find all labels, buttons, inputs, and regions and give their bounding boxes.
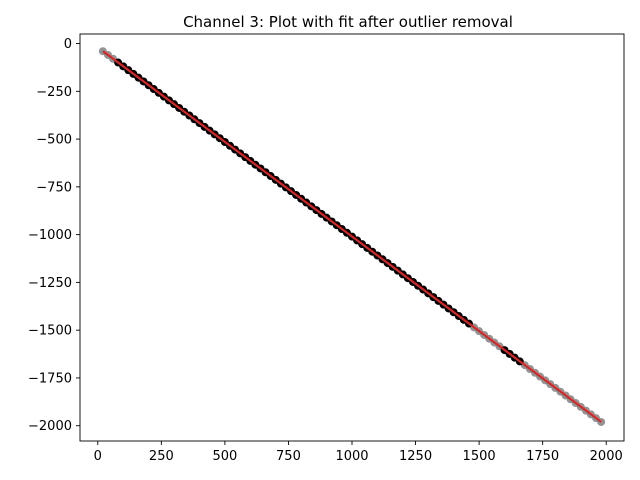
x-tick-label: 500 (212, 449, 237, 464)
x-tick-label: 1000 (335, 449, 368, 464)
x-tick-label: 2000 (590, 449, 623, 464)
y-tick-label: −1750 (28, 371, 72, 386)
y-tick-label: −1500 (28, 324, 72, 339)
y-tick-label: −500 (36, 133, 72, 148)
fit-line (102, 50, 602, 423)
x-tick-label: 750 (276, 449, 301, 464)
y-tick-label: −250 (36, 85, 72, 100)
x-tick-label: 250 (149, 449, 174, 464)
y-tick-label: −1250 (28, 276, 72, 291)
y-tick-label: −1000 (28, 228, 72, 243)
y-tick-label: −750 (36, 180, 72, 195)
x-tick-label: 0 (94, 449, 102, 464)
plot-area: 0 250 500 750 1000 1250 1500 1750 2000 0 −250 −500 −… (28, 33, 625, 464)
chart-title: Channel 3: Plot with fit after outlier r… (183, 13, 513, 31)
y-tick-label: −2000 (28, 419, 72, 434)
x-tick-label: 1750 (526, 449, 559, 464)
x-tick-label: 1500 (463, 449, 496, 464)
y-tick-label: 0 (64, 37, 72, 52)
x-tick-label: 1250 (399, 449, 432, 464)
